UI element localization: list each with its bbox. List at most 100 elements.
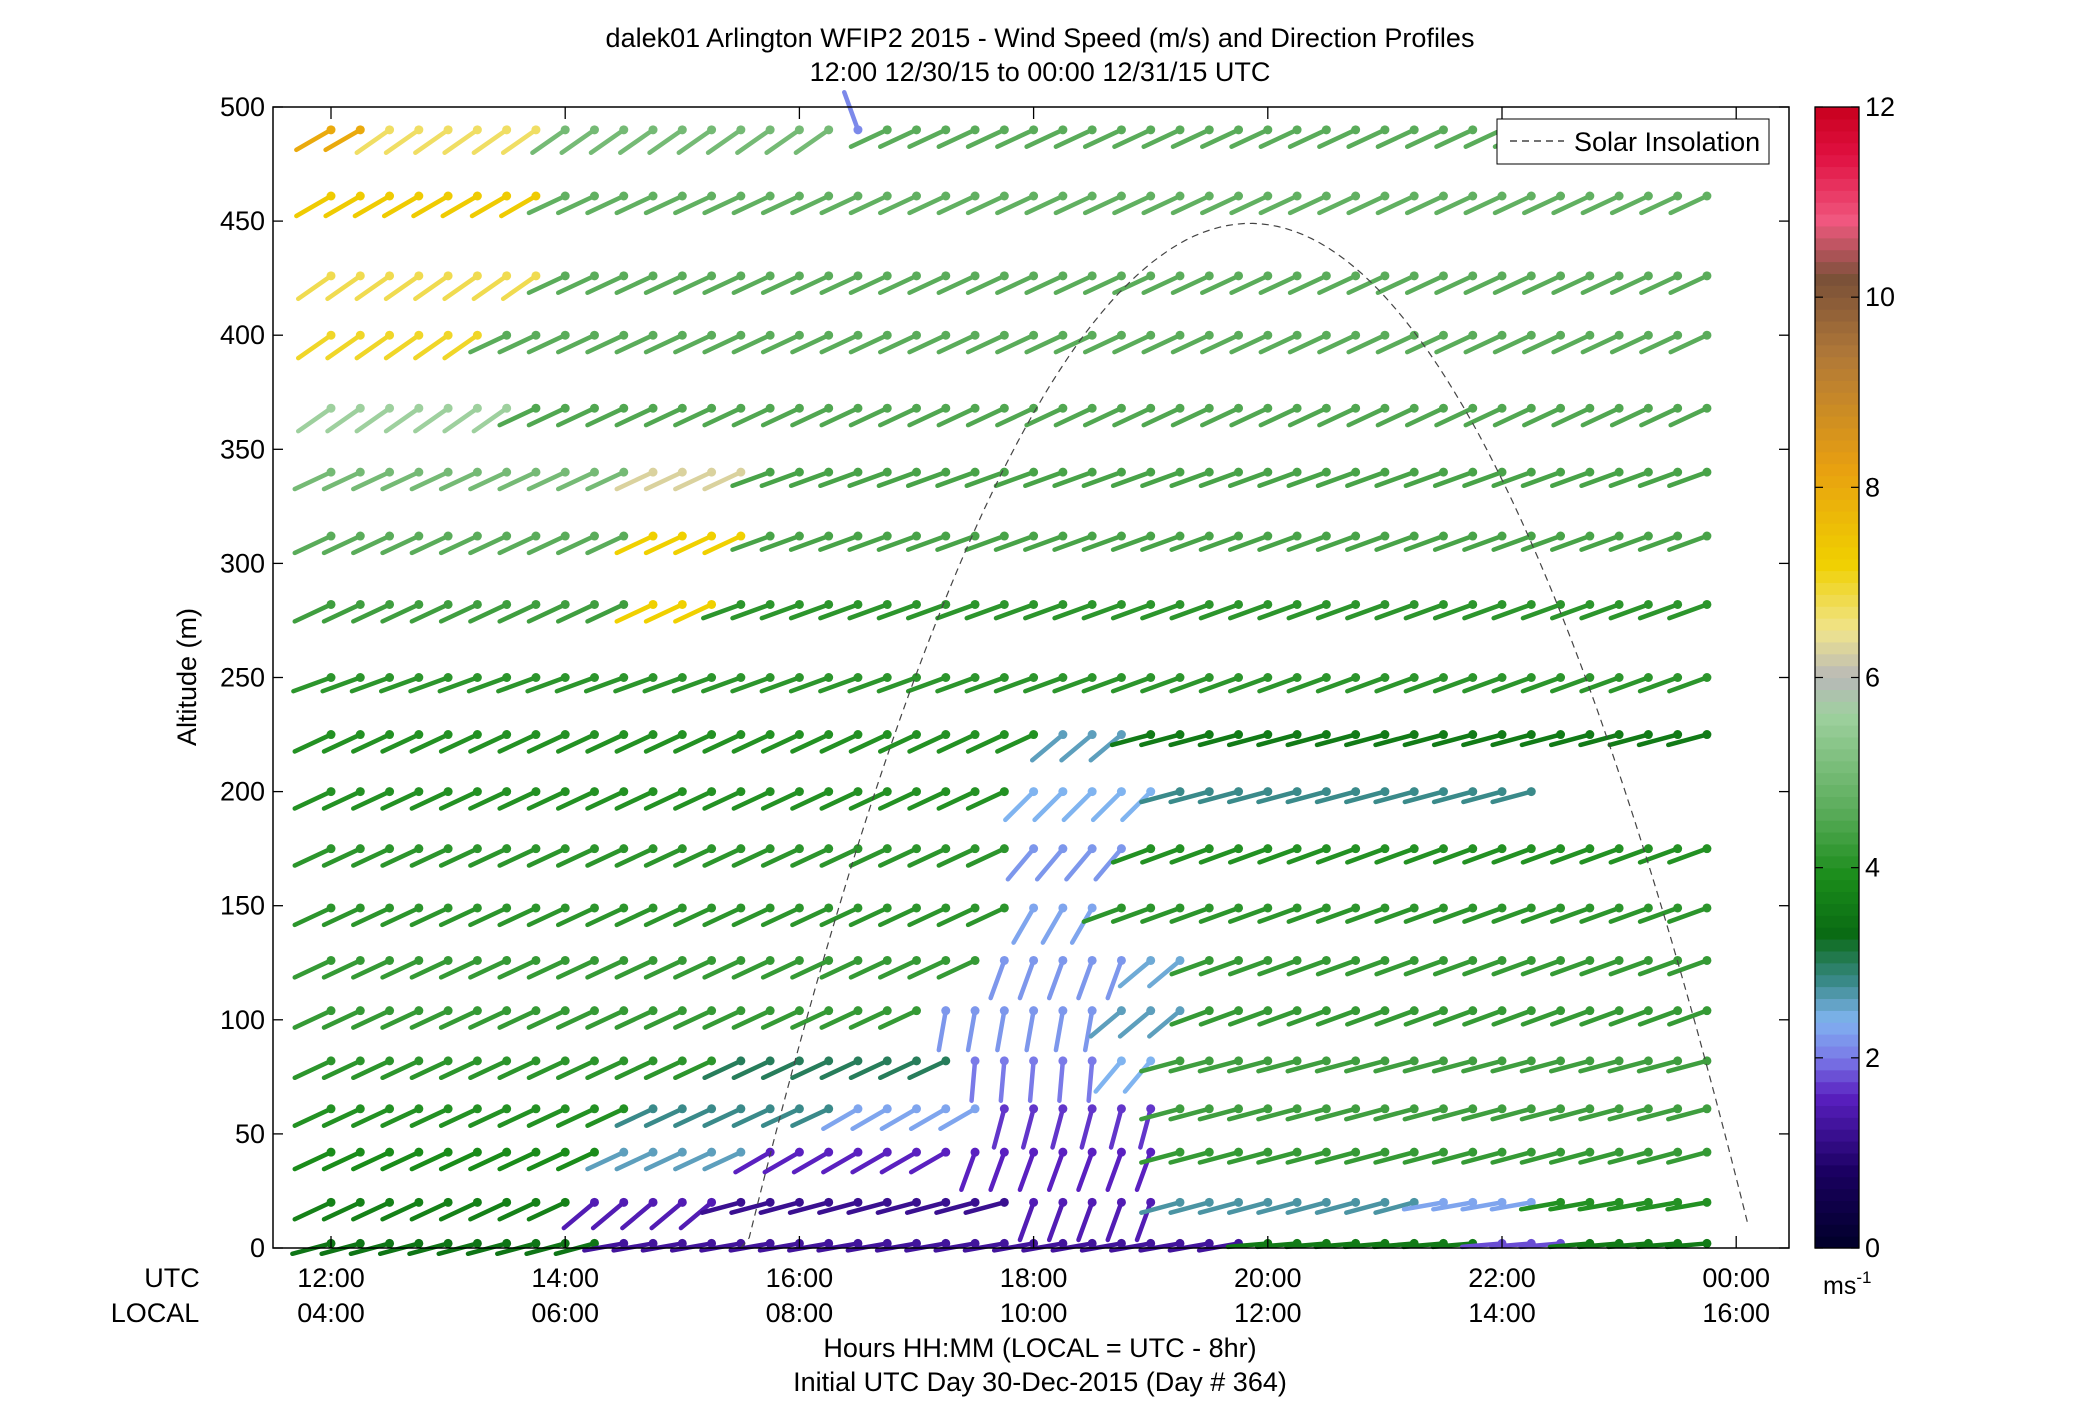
- wind-barb: [409, 1197, 453, 1222]
- barb-shaft: [1093, 846, 1124, 882]
- barb-shaft: [995, 405, 1036, 428]
- barb-dot: [1351, 673, 1361, 682]
- wind-barb: [526, 730, 570, 754]
- barb-shaft: [1519, 1058, 1563, 1074]
- wind-barb: [790, 403, 834, 428]
- wind-barb: [585, 903, 629, 928]
- barb-shaft: [351, 958, 392, 980]
- barb-dot: [677, 330, 687, 340]
- wind-barb: [1314, 1197, 1361, 1215]
- barb-shaft: [585, 1008, 626, 1030]
- barb-dot: [1292, 955, 1302, 965]
- wind-barb: [1667, 467, 1712, 489]
- barb-shaft: [1549, 675, 1593, 694]
- wind-barb: [1549, 531, 1595, 552]
- barb-shaft: [848, 789, 890, 811]
- wind-barb: [380, 1147, 424, 1172]
- wind-barb: [497, 330, 541, 355]
- wind-barb: [1636, 1197, 1683, 1212]
- wind-barb: [555, 531, 599, 556]
- barb-shaft: [702, 1149, 744, 1172]
- wind-barb: [702, 191, 746, 216]
- barb-shaft: [468, 1008, 509, 1030]
- barb-dot: [1234, 271, 1244, 281]
- x-tick-label-utc: 12:00: [297, 1263, 365, 1293]
- barb-dot: [1526, 730, 1536, 740]
- barb-shaft: [1110, 469, 1153, 489]
- wind-barb: [1345, 1006, 1390, 1027]
- barb-shaft: [819, 958, 861, 980]
- barb-dot: [1263, 271, 1273, 281]
- barb-shaft: [877, 1058, 919, 1081]
- barb-shaft: [325, 405, 363, 434]
- wind-barb: [673, 903, 717, 928]
- wind-barb: [965, 730, 1009, 754]
- barb-shaft: [1666, 1106, 1710, 1122]
- barb-shaft: [1139, 1058, 1183, 1074]
- wind-barb: [618, 125, 658, 156]
- barb-dot: [999, 403, 1009, 413]
- barb-dot: [619, 531, 629, 541]
- wind-barb: [321, 1197, 365, 1222]
- barb-dot: [1468, 730, 1478, 740]
- wind-barb: [1198, 531, 1244, 552]
- barb-dot: [912, 1197, 921, 1207]
- barb-shaft: [1287, 273, 1329, 296]
- wind-barb: [1462, 844, 1507, 865]
- barb-shaft: [1637, 958, 1680, 977]
- barb-dot: [882, 271, 892, 281]
- barb-shaft: [1027, 1058, 1036, 1103]
- barb-dot: [1116, 955, 1126, 965]
- barb-shaft: [526, 1200, 568, 1222]
- wind-barb: [702, 330, 746, 355]
- wind-barb: [964, 673, 1009, 694]
- wind-barb: [1463, 191, 1507, 216]
- wind-barb: [292, 787, 336, 811]
- barb-shaft: [1434, 127, 1475, 149]
- barb-dot: [648, 330, 658, 340]
- barb-shaft: [1434, 405, 1475, 428]
- colorbar-segment: [1815, 356, 1859, 370]
- wind-barb: [1432, 955, 1478, 977]
- wind-barb: [643, 330, 687, 355]
- wind-barb: [1636, 1056, 1683, 1074]
- barb-dot: [1585, 903, 1595, 913]
- barb-dot: [1585, 1006, 1595, 1016]
- barb-dot: [472, 1147, 482, 1157]
- wind-barb: [1005, 844, 1039, 882]
- barb-dot: [1585, 1147, 1595, 1157]
- wind-barb: [1112, 403, 1156, 428]
- wind-barb: [1667, 1006, 1712, 1027]
- barb-dot: [502, 467, 512, 477]
- barb-dot: [472, 903, 482, 913]
- barb-dot: [560, 903, 570, 913]
- barb-dot: [443, 1238, 453, 1248]
- colorbar-segment: [1815, 107, 1859, 120]
- wind-barb: [1110, 467, 1156, 489]
- barb-dot: [1643, 1006, 1653, 1016]
- x-tick-label-utc: 18:00: [1000, 1263, 1068, 1293]
- barb-shaft: [1169, 905, 1212, 924]
- wind-barb: [321, 787, 365, 811]
- wind-barb: [1287, 271, 1331, 296]
- barb-shaft: [965, 905, 1007, 928]
- barb-shaft: [1403, 1008, 1446, 1027]
- wind-barb: [760, 271, 804, 296]
- barb-dot: [765, 1006, 775, 1016]
- wind-barb: [614, 1147, 658, 1172]
- barb-shaft: [1519, 1149, 1563, 1165]
- barb-dot: [502, 599, 512, 609]
- barb-shaft: [819, 732, 861, 754]
- barb-dot: [1234, 673, 1244, 682]
- barb-dot: [1321, 467, 1331, 477]
- barb-shaft: [1549, 958, 1593, 977]
- barb-shaft: [995, 732, 1036, 754]
- barb-shaft: [292, 1106, 334, 1128]
- barb-shaft: [731, 405, 773, 428]
- barb-shaft: [1431, 789, 1475, 805]
- barb-shaft: [643, 405, 685, 428]
- wind-barb: [1491, 844, 1536, 865]
- barb-dot: [1526, 599, 1536, 609]
- barb-dot: [707, 1197, 717, 1207]
- barb-dot: [1058, 403, 1068, 413]
